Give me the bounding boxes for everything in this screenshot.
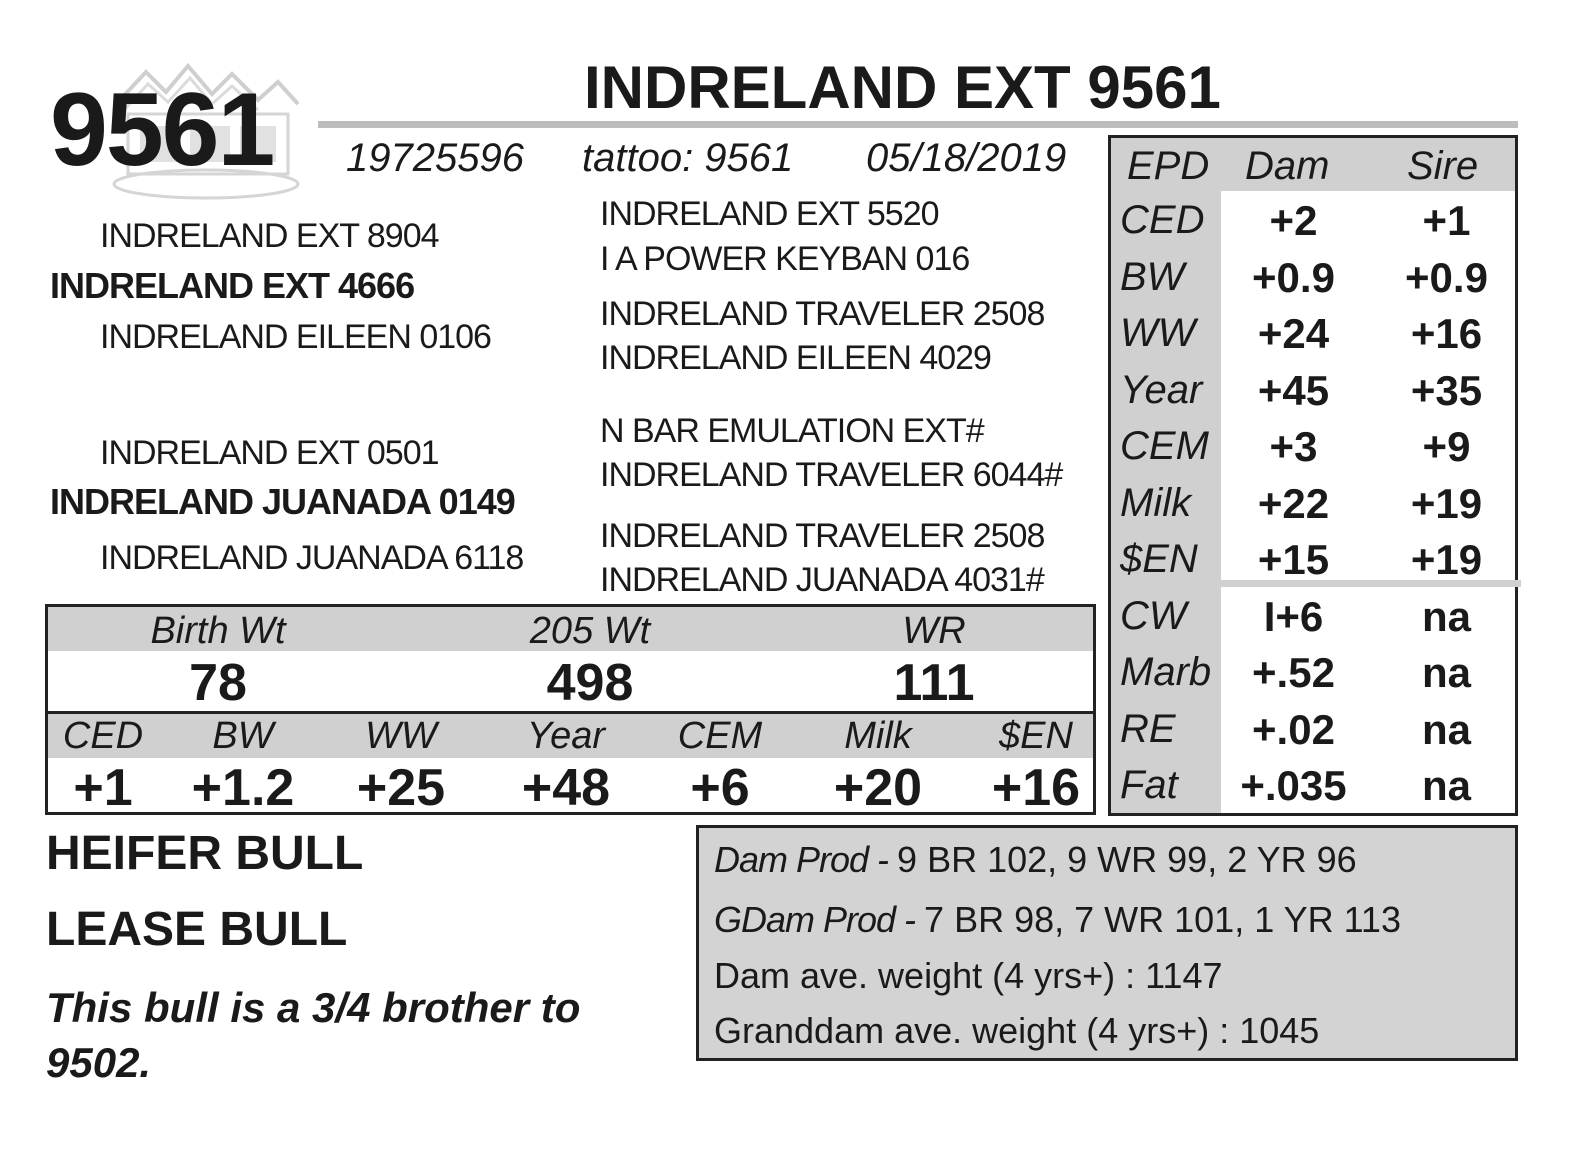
granddam-average-weight: Granddam ave. weight (4 yrs+) : 1045: [714, 1010, 1320, 1051]
epd-section-divider: [1221, 580, 1521, 587]
registration-number: 19725596: [346, 136, 524, 180]
epd-row-dam-value: +45: [1257, 366, 1330, 414]
epd-row-sire-value: +1: [1422, 197, 1471, 244]
own-epd-header-bar: [48, 714, 1093, 758]
pedigree-dam: INDRELAND JUANADA 0149: [50, 481, 516, 522]
title-divider: [318, 121, 1518, 128]
animal-name: INDRELAND EXT 9561: [584, 54, 1221, 121]
pedigree-sire-sire-dam: I A POWER KEYBAN 016: [600, 240, 970, 278]
epd-row-dam-value: +0.9: [1252, 253, 1335, 301]
header-own-year: Year: [526, 715, 606, 757]
dam-production-label: Dam Prod -: [714, 839, 898, 880]
epd-col-dam: Dam: [1245, 144, 1330, 188]
epd-row-sire-value: +0.9: [1405, 253, 1488, 301]
epd-row-label: BW: [1120, 254, 1185, 299]
value-own-ced: +1: [73, 759, 133, 817]
header-own-milk: Milk: [844, 715, 912, 757]
epd-row-sire-value: +19: [1410, 479, 1483, 527]
pedigree-dam-sire-sire: N BAR EMULATION EXT#: [600, 412, 985, 450]
pedigree-sire: INDRELAND EXT 4666: [50, 265, 415, 306]
epd-col-sire: Sire: [1407, 144, 1479, 188]
value-own-year: +48: [521, 759, 611, 817]
value-205-wt: 498: [546, 654, 634, 712]
performance-divider: [48, 711, 1093, 714]
epd-row-sire-value: +9: [1422, 423, 1471, 470]
dam-average-weight: Dam ave. weight (4 yrs+) : 1147: [714, 955, 1223, 996]
epd-row-dam-value: +24: [1257, 310, 1330, 357]
pedigree-sire-dam-sire: INDRELAND TRAVELER 2508: [600, 295, 1045, 333]
header-own-sen: $EN: [999, 715, 1073, 757]
pedigree-dam-dam-sire: INDRELAND TRAVELER 2508: [600, 517, 1045, 555]
value-birth-wt: 78: [189, 654, 247, 712]
epd-row-label: CW: [1120, 593, 1187, 638]
header-wr: WR: [902, 610, 966, 652]
birth-date: 05/18/2019: [866, 136, 1067, 180]
value-wr: 111: [893, 654, 975, 712]
pedigree-dam-dam-dam: INDRELAND JUANADA 4031#: [600, 561, 1045, 599]
epd-row-sire-value: na: [1421, 762, 1471, 809]
epd-row-label: Year: [1120, 367, 1203, 412]
header-own-ced: CED: [62, 715, 144, 757]
epd-row-dam-value: +3: [1269, 423, 1318, 470]
dam-production-line: Dam Prod - 9 BR 102, 9 WR 99, 2 YR 96: [714, 842, 1357, 878]
epd-row-sire-value: na: [1421, 649, 1471, 696]
header-own-cem: CEM: [677, 715, 763, 757]
header-205-wt: 205 Wt: [529, 610, 651, 652]
header-own-ww: WW: [365, 715, 437, 757]
note-heifer-bull: HEIFER BULL: [46, 827, 364, 880]
epd-row-label: Milk: [1120, 480, 1192, 525]
header-own-bw: BW: [212, 715, 274, 757]
epd-row-sire-value: +16: [1410, 310, 1483, 357]
epd-row-label: Marb: [1120, 650, 1212, 694]
granddam-production-line: GDam Prod - 7 BR 98, 7 WR 101, 1 YR 113: [714, 902, 1401, 938]
epd-row-sire-value: +35: [1410, 366, 1483, 414]
value-own-ww: +25: [356, 759, 446, 817]
epd-row-dam-value: +.02: [1252, 705, 1335, 753]
epd-row-sire-value: +19: [1410, 536, 1483, 583]
epd-row-dam-value: +.035: [1240, 762, 1347, 809]
comment-text: This bull is a 3/4 brother to 9502.: [46, 984, 581, 1087]
value-own-cem: +6: [690, 759, 750, 817]
epd-row-dam-value: +.52: [1252, 649, 1335, 696]
epd-row-label: WW: [1120, 311, 1196, 355]
pedigree-sire-sire-sire: INDRELAND EXT 5520: [600, 195, 940, 233]
note-lease-bull: LEASE BULL: [46, 903, 348, 956]
performance-header-bar: [48, 607, 1093, 651]
epd-row-sire-value: na: [1421, 592, 1471, 640]
epd-row-label: RE: [1120, 706, 1176, 751]
epd-row-label: Fat: [1120, 763, 1178, 807]
epd-table: EPD Dam Sire CED +2 +1 BW +0.9 +0.9 WW +24 +16 Ye…: [1108, 135, 1521, 816]
header-birth-wt: Birth Wt: [150, 610, 286, 652]
pedigree-sire-sire: INDRELAND EXT 8904: [100, 217, 440, 255]
ranch-logo-watermark: [112, 62, 300, 200]
pedigree-dam-sire-dam: INDRELAND TRAVELER 6044#: [600, 456, 1063, 494]
pedigree-dam-sire: INDRELAND EXT 0501: [100, 434, 440, 472]
epd-row-dam-value: +2: [1269, 197, 1318, 244]
granddam-production-value: 7 BR 98, 7 WR 101, 1 YR 113: [924, 899, 1401, 940]
epd-row-sire-value: na: [1421, 705, 1471, 753]
granddam-production-label: GDam Prod -: [714, 899, 925, 940]
epd-col-label: EPD: [1127, 144, 1210, 188]
epd-row-dam-value: +22: [1257, 479, 1330, 527]
production-box: Dam Prod - 9 BR 102, 9 WR 99, 2 YR 96 GD…: [696, 825, 1518, 1061]
tattoo: tattoo: 9561: [582, 136, 794, 180]
epd-label-column: [1111, 138, 1221, 813]
epd-row-label: $EN: [1120, 537, 1198, 581]
performance-box: Birth Wt 205 Wt WR 78 498 111 CED BW WW …: [45, 604, 1096, 815]
value-own-milk: +20: [833, 759, 923, 817]
epd-row-dam-value: I+6: [1263, 592, 1324, 640]
value-own-bw: +1.2: [191, 759, 295, 817]
lot-number: 9561: [50, 72, 275, 188]
epd-row-label: CED: [1120, 198, 1205, 242]
epd-row-label: CEM: [1120, 424, 1209, 468]
pedigree-sire-dam-dam: INDRELAND EILEEN 4029: [600, 339, 992, 377]
value-own-sen: +16: [991, 759, 1081, 817]
dam-production-value: 9 BR 102, 9 WR 99, 2 YR 96: [897, 839, 1357, 880]
epd-row-dam-value: +15: [1257, 536, 1330, 583]
pedigree-sire-dam: INDRELAND EILEEN 0106: [100, 318, 492, 356]
pedigree-dam-dam: INDRELAND JUANADA 6118: [100, 539, 524, 577]
